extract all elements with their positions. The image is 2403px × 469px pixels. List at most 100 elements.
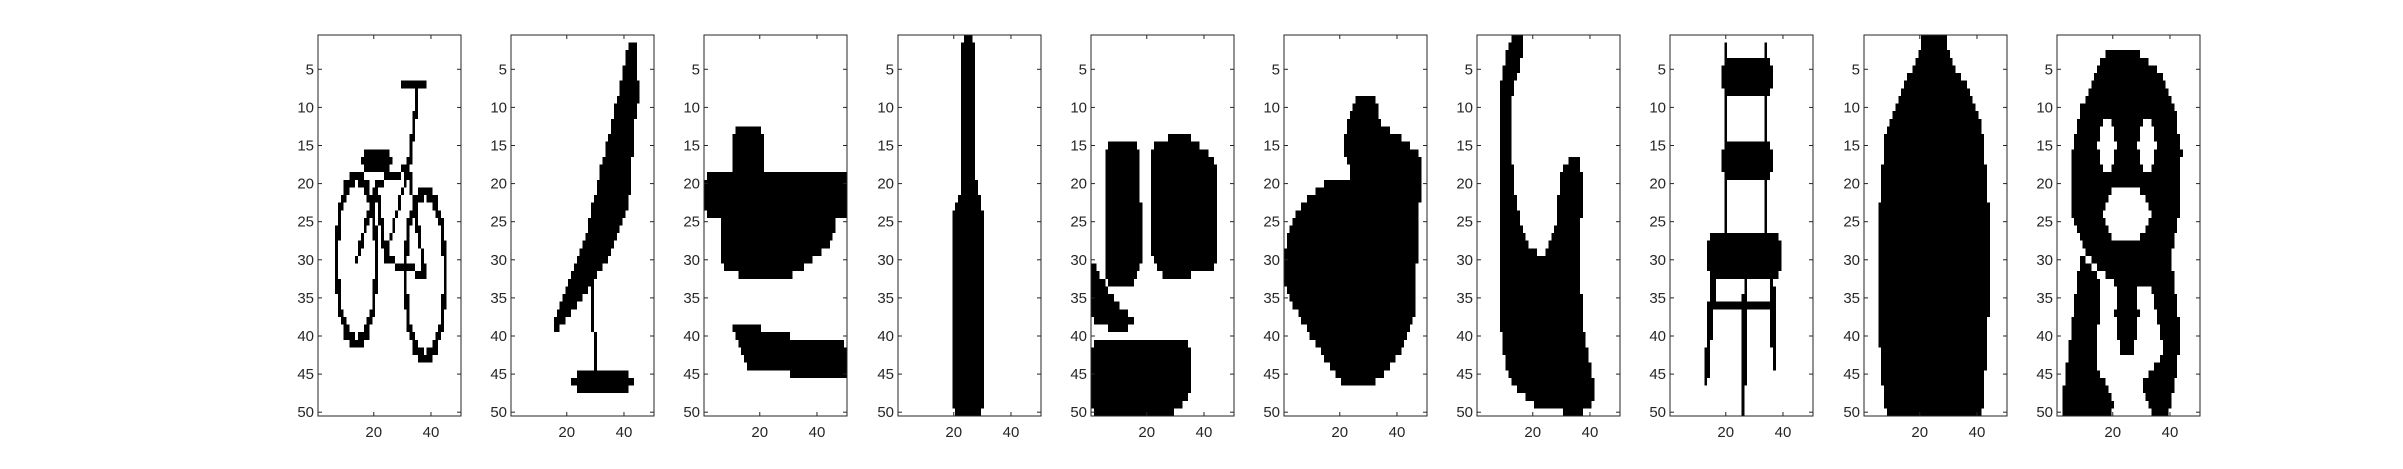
y-tick-label: 5 xyxy=(499,61,507,78)
y-tick-label: 10 xyxy=(490,99,507,116)
y-tick-label: 15 xyxy=(2036,137,2053,154)
y-tick-label: 35 xyxy=(877,290,894,307)
image-pixels-chair xyxy=(1704,42,1782,417)
y-tick-label: 45 xyxy=(877,366,894,383)
y-tick-label: 10 xyxy=(1456,99,1473,116)
y-tick-label: 5 xyxy=(1465,61,1473,78)
image-pixels-cat xyxy=(1284,95,1422,386)
y-tick-label: 50 xyxy=(1070,404,1087,421)
y-tick-label: 40 xyxy=(877,328,894,345)
axes-frame xyxy=(703,34,848,417)
y-tick-label: 20 xyxy=(1649,176,1666,193)
y-tick-label: 40 xyxy=(683,328,700,345)
image-pixels-bird xyxy=(553,42,640,394)
y-tick-label: 15 xyxy=(683,137,700,154)
y-tick-label: 25 xyxy=(1456,214,1473,231)
y-tick-label: 40 xyxy=(297,328,314,345)
y-tick-label: 35 xyxy=(1843,290,1860,307)
y-tick-label: 30 xyxy=(877,252,894,269)
x-tick-label: 20 xyxy=(1911,424,1928,441)
y-tick-label: 10 xyxy=(2036,99,2053,116)
y-tick-label: 45 xyxy=(683,366,700,383)
y-tick-label: 5 xyxy=(1658,61,1666,78)
axes-frame xyxy=(1476,34,1621,417)
x-tick-label: 20 xyxy=(751,424,768,441)
y-tick-label: 35 xyxy=(683,290,700,307)
y-tick-label: 40 xyxy=(490,328,507,345)
x-tick-label: 40 xyxy=(1969,424,1986,441)
subplot-8: 5 10 15 20 25 30 35 40 45 50 20 40 xyxy=(1649,34,1814,441)
y-tick-label: 30 xyxy=(1456,252,1473,269)
x-tick-label: 20 xyxy=(2104,424,2121,441)
y-tick-label: 20 xyxy=(1070,176,1087,193)
axes-frame xyxy=(897,34,1042,417)
y-tick-label: 10 xyxy=(1649,99,1666,116)
subplot-6: 5 10 15 20 25 30 35 40 45 50 20 40 xyxy=(1263,34,1428,441)
y-tick-label: 30 xyxy=(1843,252,1860,269)
y-tick-label: 40 xyxy=(1456,328,1473,345)
image-pixels-bottle-2 xyxy=(1878,35,1990,416)
y-tick-label: 45 xyxy=(1263,366,1280,383)
y-tick-label: 25 xyxy=(1263,214,1280,231)
y-tick-label: 10 xyxy=(1070,99,1087,116)
x-tick-label: 20 xyxy=(365,424,382,441)
y-tick-label: 15 xyxy=(490,137,507,154)
y-tick-label: 40 xyxy=(2036,328,2053,345)
y-tick-label: 5 xyxy=(1079,61,1087,78)
y-tick-label: 5 xyxy=(886,61,894,78)
y-tick-label: 35 xyxy=(1263,290,1280,307)
y-tick-label: 45 xyxy=(1843,366,1860,383)
y-tick-label: 45 xyxy=(490,366,507,383)
y-tick-label: 20 xyxy=(1263,176,1280,193)
y-tick-label: 15 xyxy=(1263,137,1280,154)
y-tick-label: 30 xyxy=(683,252,700,269)
subplot-10: 5 10 15 20 25 30 35 40 45 50 20 40 xyxy=(2036,34,2201,441)
y-tick-label: 40 xyxy=(1843,328,1860,345)
axes-frame xyxy=(1669,34,1814,417)
y-tick-label: 15 xyxy=(1649,137,1666,154)
y-tick-label: 40 xyxy=(1070,328,1087,345)
y-tick-label: 5 xyxy=(1272,61,1280,78)
y-tick-label: 35 xyxy=(1070,290,1087,307)
y-tick-label: 35 xyxy=(1456,290,1473,307)
x-tick-label: 40 xyxy=(1196,424,1213,441)
y-tick-label: 30 xyxy=(297,252,314,269)
y-tick-label: 30 xyxy=(1070,252,1087,269)
y-tick-label: 10 xyxy=(1263,99,1280,116)
y-tick-label: 30 xyxy=(1263,252,1280,269)
y-tick-label: 20 xyxy=(877,176,894,193)
y-tick-label: 50 xyxy=(297,404,314,421)
y-tick-label: 15 xyxy=(1456,137,1473,154)
subplot-9: 5 10 15 20 25 30 35 40 45 50 20 40 xyxy=(1843,34,2008,441)
y-tick-label: 50 xyxy=(877,404,894,421)
y-tick-label: 5 xyxy=(306,61,314,78)
x-tick-label: 40 xyxy=(1389,424,1406,441)
y-tick-label: 50 xyxy=(2036,404,2053,421)
y-tick-label: 25 xyxy=(297,214,314,231)
x-tick-label: 40 xyxy=(1775,424,1792,441)
axes-frame xyxy=(1863,34,2008,417)
y-tick-label: 25 xyxy=(1070,214,1087,231)
y-tick-label: 5 xyxy=(2045,61,2053,78)
image-pixels-bottle xyxy=(952,35,984,416)
y-tick-label: 20 xyxy=(2036,176,2053,193)
y-tick-label: 50 xyxy=(490,404,507,421)
y-tick-label: 15 xyxy=(877,137,894,154)
y-tick-label: 30 xyxy=(1649,252,1666,269)
image-pixels-bicycle xyxy=(335,80,447,363)
y-tick-label: 10 xyxy=(683,99,700,116)
image-pixels-fragments-1 xyxy=(704,126,847,378)
y-tick-label: 35 xyxy=(297,290,314,307)
y-tick-label: 25 xyxy=(1843,214,1860,231)
x-tick-label: 20 xyxy=(1717,424,1734,441)
y-tick-label: 10 xyxy=(877,99,894,116)
y-tick-label: 40 xyxy=(1649,328,1666,345)
y-tick-label: 20 xyxy=(297,176,314,193)
y-tick-label: 20 xyxy=(490,176,507,193)
subplot-row: 5 10 15 20 25 30 35 40 45 50 20 40 5 10 15 20 25 30 35 40 45… xyxy=(297,34,2201,441)
y-tick-label: 20 xyxy=(683,176,700,193)
y-tick-label: 15 xyxy=(1843,137,1860,154)
y-tick-label: 25 xyxy=(877,214,894,231)
subplot-4: 5 10 15 20 25 30 35 40 45 50 20 40 xyxy=(877,34,1042,441)
